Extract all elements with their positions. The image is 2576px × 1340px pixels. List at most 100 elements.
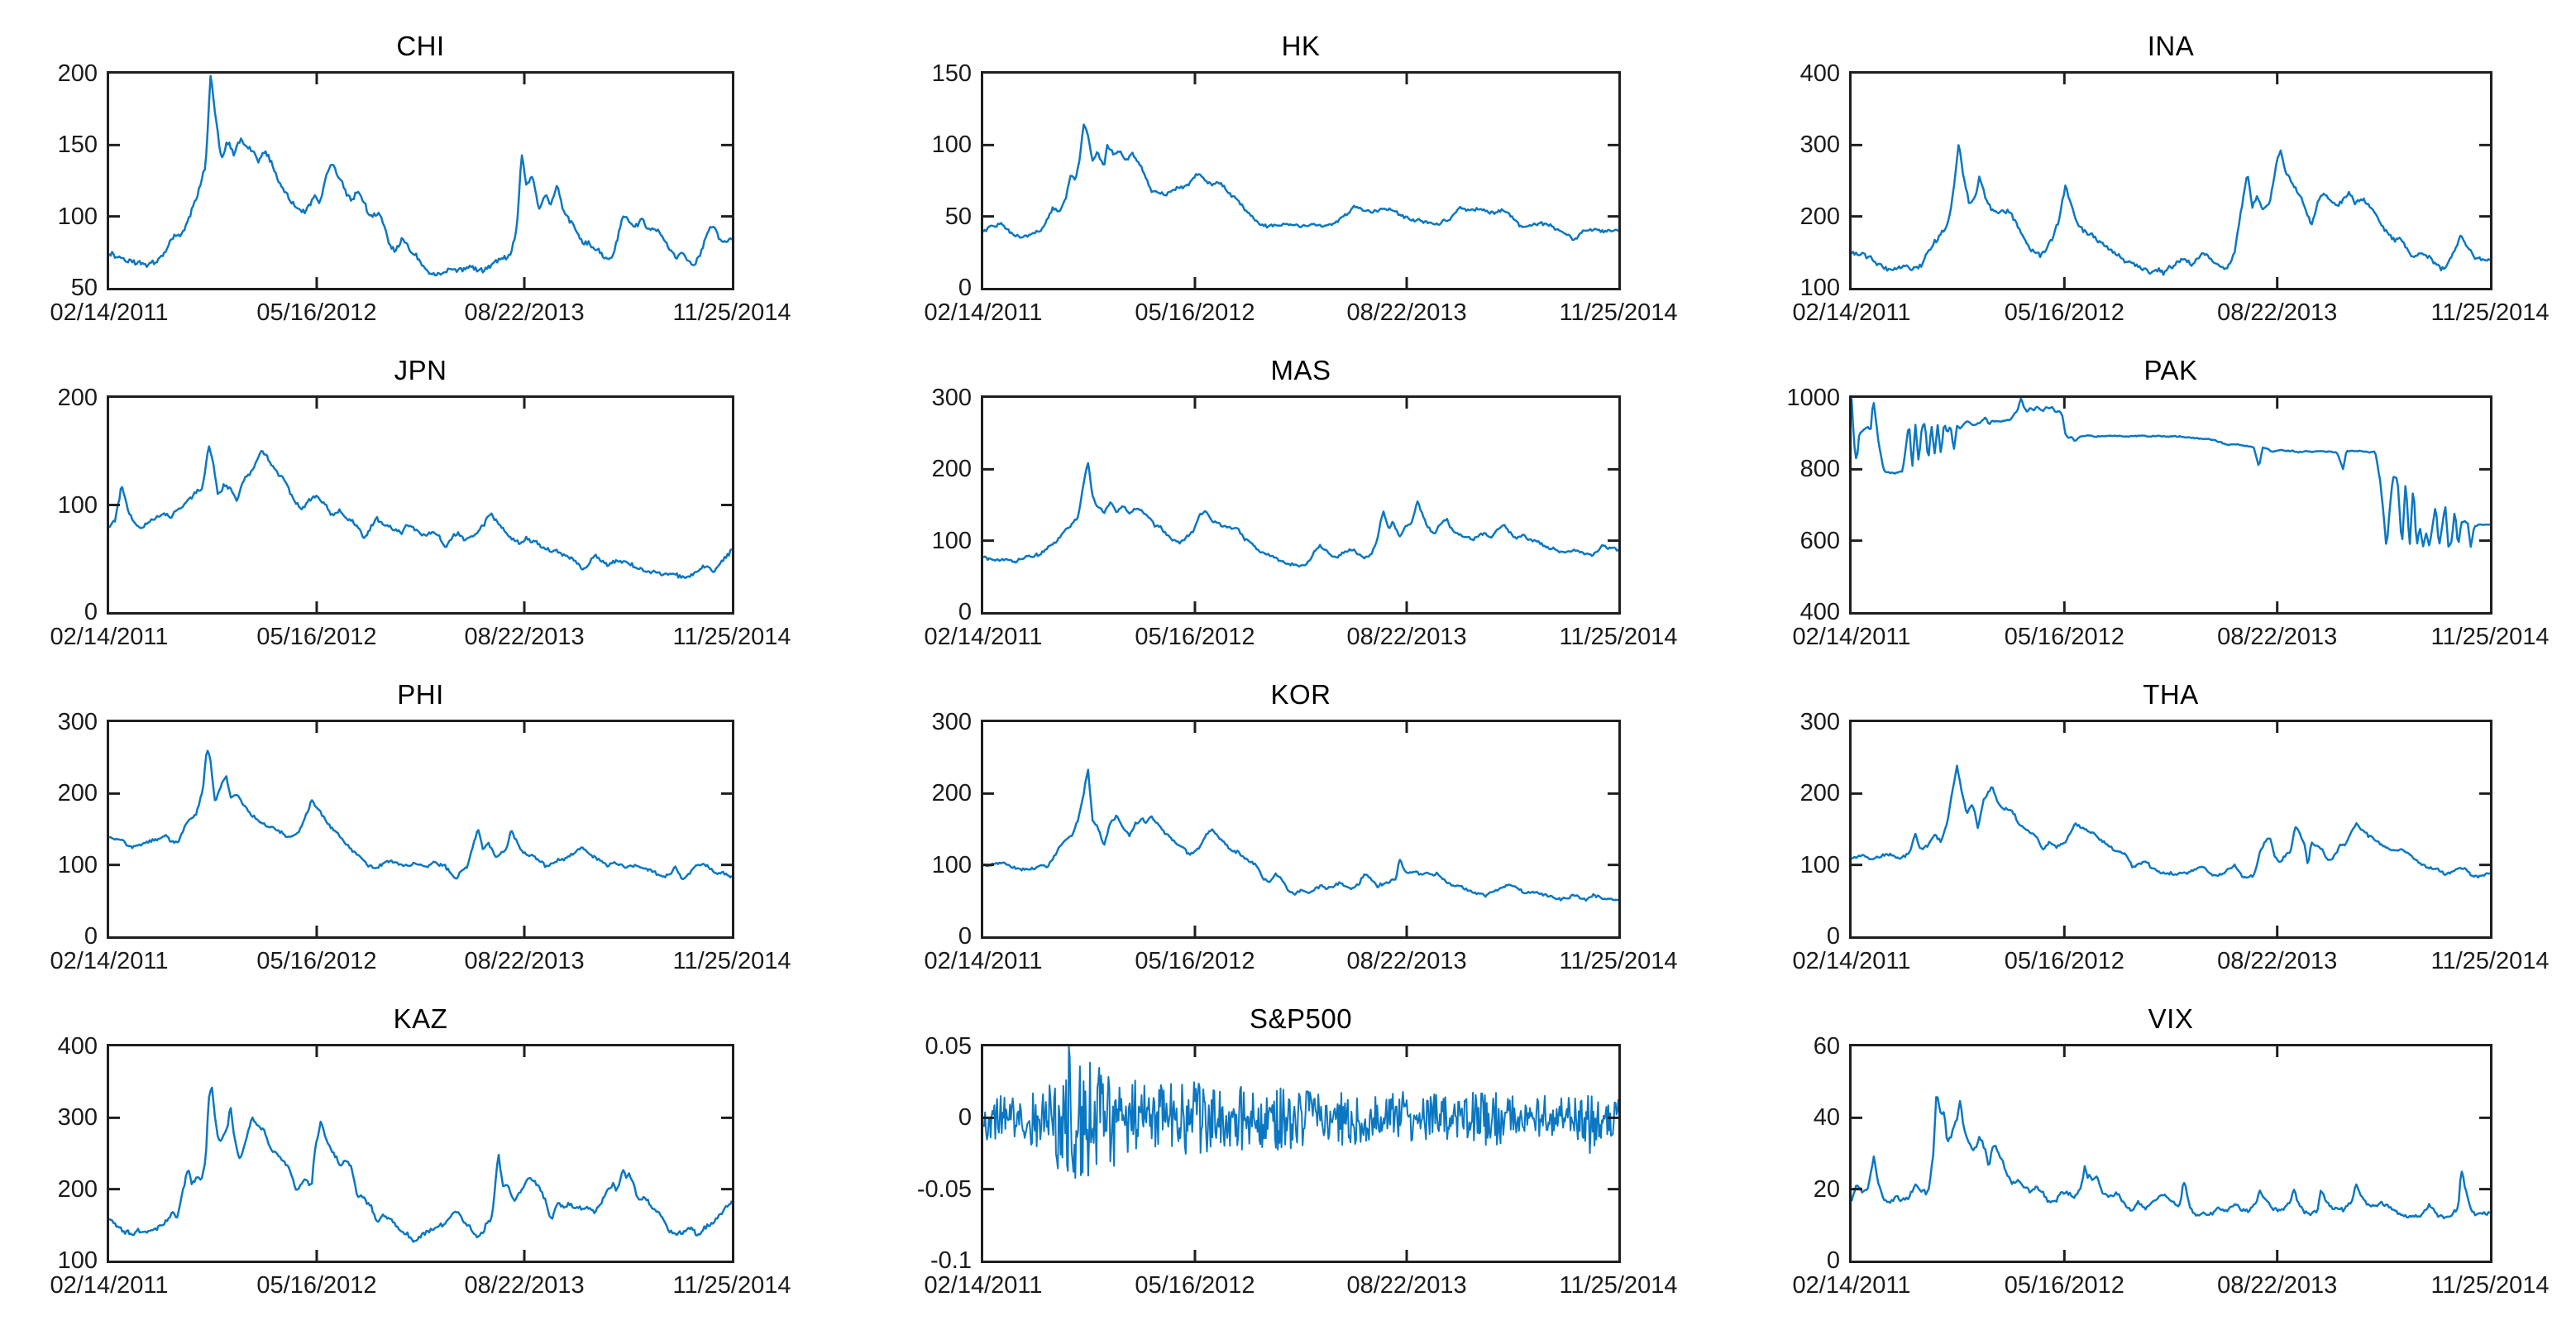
y-tick-label: 800	[1799, 456, 1840, 483]
subplot-kaz: KAZ 100 200 300 400 02/14/2011 05/16/2012 08/2…	[50, 1003, 791, 1299]
y-tick-label: 0	[84, 599, 98, 625]
x-tick-label: 05/16/2012	[1135, 948, 1255, 974]
y-tick-label: 400	[1799, 60, 1840, 87]
x-tick-label: 11/25/2014	[672, 1272, 791, 1299]
y-tick-label: 300	[57, 1104, 98, 1132]
line-chart-svg	[1852, 74, 2490, 288]
y-tick-label: 100	[57, 491, 98, 519]
y-tick-label: 300	[931, 385, 972, 411]
series-line-sp500	[983, 1046, 1618, 1180]
series-line-chi	[109, 74, 732, 277]
x-tick-label: 11/25/2014	[672, 299, 791, 326]
x-tick-label: 02/14/2011	[924, 624, 1043, 650]
axis-tick-marks	[109, 74, 732, 288]
y-tick-label: 0.05	[925, 1033, 972, 1060]
series-line-ina	[1852, 144, 2490, 276]
x-tick-label: 02/14/2011	[50, 1272, 169, 1299]
x-tick-label: 11/25/2014	[672, 624, 791, 650]
series-line-mas	[983, 462, 1618, 568]
x-tick-label: 05/16/2012	[256, 624, 377, 650]
x-tick-label: 02/14/2011	[1792, 1272, 1911, 1299]
x-tick-label: 11/25/2014	[1559, 624, 1678, 650]
x-tick-label: 11/25/2014	[672, 948, 791, 974]
y-tick-label: 0	[958, 1104, 972, 1132]
subplot-vix: VIX 0 20 40 60 02/14/2011 05/16/2012 08/22/201…	[1793, 1003, 2550, 1299]
y-tick-label: 0	[84, 923, 98, 950]
y-tick-label: 200	[1799, 203, 1840, 230]
y-tick-label: 0	[1826, 923, 1840, 950]
x-tick-label: 02/14/2011	[924, 1272, 1043, 1299]
subplot-hk: HK 0 50 100 150 02/14/2011 05/16/2012 08/22/20…	[925, 31, 1678, 326]
series-line-jpn	[109, 445, 732, 580]
x-tick-label: 08/22/2013	[464, 299, 585, 326]
axis-tick-marks	[1852, 722, 2490, 936]
y-tick-label: 200	[57, 385, 98, 411]
series-line-phi	[109, 749, 732, 881]
line-chart-svg	[983, 1046, 1618, 1261]
y-tick-label: 100	[1799, 851, 1840, 878]
y-tick-label: 200	[931, 780, 972, 807]
line-chart-svg	[109, 1046, 732, 1261]
x-tick-label: 08/22/2013	[2217, 1272, 2338, 1299]
y-tick-label: 300	[1799, 709, 1840, 735]
x-tick-label: 05/16/2012	[2004, 299, 2124, 326]
x-tick-label: 08/22/2013	[1346, 948, 1467, 974]
axis-tick-marks	[983, 1046, 1618, 1261]
y-tick-label: 100	[931, 527, 972, 554]
chart-title: HK	[1281, 31, 1321, 61]
line-chart-svg	[1852, 398, 2490, 612]
subplot-chi: CHI 50 100 150 200 02/14/2011 05/16/2012 08/22…	[50, 31, 791, 326]
y-tick-label: 400	[57, 1033, 98, 1060]
subplot-tha: THA 0 100 200 300 02/14/2011 05/16/2012 08/22/…	[1793, 679, 2550, 974]
series-line-pak	[1852, 398, 2490, 548]
x-tick-label: 02/14/2011	[1792, 624, 1911, 650]
series-line-tha	[1852, 764, 2490, 879]
axis-tick-marks	[1852, 1046, 2490, 1261]
y-tick-label: 0	[958, 275, 972, 301]
x-tick-label: 08/22/2013	[464, 948, 585, 974]
x-tick-label: 02/14/2011	[1792, 948, 1911, 974]
y-tick-label: 0	[958, 923, 972, 950]
x-tick-label: 05/16/2012	[1135, 1272, 1255, 1299]
x-tick-label: 08/22/2013	[1346, 624, 1467, 650]
series-line-kor	[983, 768, 1618, 902]
line-chart-svg	[1852, 722, 2490, 936]
subplot-pak: PAK 400 600 800 1000 02/14/2011 05/16/2012 08/…	[1786, 355, 2549, 650]
chart-title: INA	[2147, 31, 2195, 61]
y-tick-label: 100	[57, 1247, 98, 1274]
y-tick-label: 600	[1799, 527, 1840, 554]
axis-tick-marks	[1852, 74, 2490, 288]
chart-title: CHI	[396, 31, 445, 61]
x-tick-label: 05/16/2012	[256, 1272, 377, 1299]
y-tick-label: 60	[1813, 1033, 1840, 1060]
line-chart-svg	[983, 398, 1618, 612]
x-tick-label: 02/14/2011	[1792, 299, 1911, 326]
y-tick-label: -0.05	[916, 1175, 972, 1203]
x-tick-label: 11/25/2014	[2430, 624, 2550, 650]
y-tick-label: 50	[70, 275, 98, 301]
axis-tick-marks	[109, 722, 732, 936]
subplot-kor: KOR 0 100 200 300 02/14/2011 05/16/2012 08/22/…	[925, 679, 1678, 974]
chart-title: THA	[2143, 679, 2199, 710]
y-tick-label: 20	[1813, 1175, 1840, 1203]
x-tick-label: 02/14/2011	[924, 948, 1043, 974]
y-tick-label: 300	[931, 709, 972, 735]
chart-title: S&P500	[1249, 1003, 1353, 1034]
y-tick-label: 200	[1799, 780, 1840, 807]
y-tick-label: 0	[958, 599, 972, 625]
subplot-jpn: JPN 0 100 200 02/14/2011 05/16/2012 08/22/201…	[50, 355, 791, 650]
x-tick-label: 08/22/2013	[2217, 948, 2338, 974]
x-tick-label: 02/14/2011	[50, 299, 169, 326]
axis-tick-marks	[1852, 398, 2490, 612]
x-tick-label: 08/22/2013	[1346, 299, 1467, 326]
axis-tick-marks	[983, 74, 1618, 288]
line-chart-svg	[1852, 1046, 2490, 1261]
axis-tick-marks	[983, 722, 1618, 936]
axis-tick-marks	[109, 1046, 732, 1261]
x-tick-label: 11/25/2014	[1559, 299, 1678, 326]
axis-tick-marks	[983, 398, 1618, 612]
chart-title: VIX	[2148, 1003, 2194, 1034]
series-line-vix	[1852, 1096, 2490, 1220]
x-tick-label: 11/25/2014	[1559, 1272, 1678, 1299]
x-tick-label: 11/25/2014	[1559, 948, 1678, 974]
